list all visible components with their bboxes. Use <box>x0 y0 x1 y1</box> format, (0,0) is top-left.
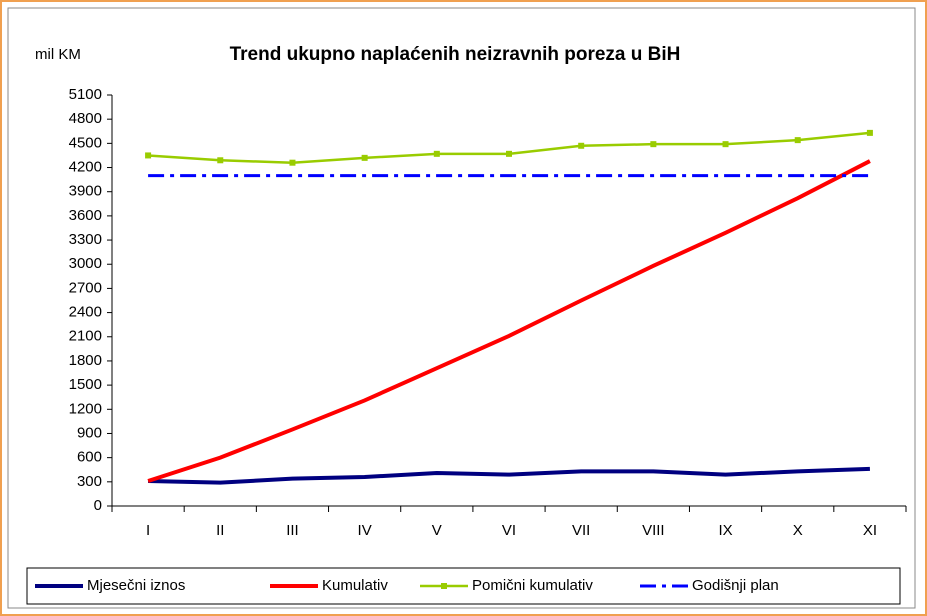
y-tick-label: 0 <box>94 497 102 514</box>
y-tick-label: 300 <box>77 473 102 490</box>
y-tick-label: 1800 <box>69 352 102 369</box>
marker <box>866 129 873 136</box>
x-tick-label: X <box>793 522 803 539</box>
marker <box>361 154 368 161</box>
legend-marker <box>441 583 447 589</box>
y-tick-label: 1200 <box>69 400 102 417</box>
x-tick-label: VIII <box>642 522 665 539</box>
x-tick-label: II <box>216 522 224 539</box>
legend-label: Mjesečni iznos <box>87 577 185 594</box>
y-tick-label: 3300 <box>69 231 102 248</box>
marker <box>289 159 296 166</box>
y-tick-label: 600 <box>77 449 102 466</box>
y-axis-label: mil KM <box>35 46 81 63</box>
x-tick-label: XI <box>863 522 877 539</box>
y-tick-label: 1500 <box>69 376 102 393</box>
y-tick-label: 4200 <box>69 158 102 175</box>
x-tick-label: III <box>286 522 299 539</box>
chart-frame <box>7 7 916 609</box>
y-tick-label: 3600 <box>69 207 102 224</box>
legend-box <box>26 567 901 605</box>
x-tick-label: V <box>432 522 442 539</box>
x-tick-label: IV <box>358 522 372 539</box>
legend-label: Godišnji plan <box>692 577 779 594</box>
y-tick-label: 900 <box>77 424 102 441</box>
marker <box>578 142 585 149</box>
marker <box>794 137 801 144</box>
y-tick-label: 3000 <box>69 255 102 272</box>
legend-label: Pomični kumulativ <box>472 577 593 594</box>
x-tick-label: I <box>146 522 150 539</box>
legend-label: Kumulativ <box>322 577 388 594</box>
y-tick-label: 4800 <box>69 110 102 127</box>
y-tick-label: 2100 <box>69 328 102 345</box>
marker <box>145 152 152 159</box>
x-tick-label: VI <box>502 522 516 539</box>
marker <box>433 150 440 157</box>
x-tick-label: IX <box>718 522 732 539</box>
x-tick-label: VII <box>572 522 590 539</box>
y-tick-label: 2400 <box>69 304 102 321</box>
y-tick-label: 2700 <box>69 279 102 296</box>
marker <box>722 141 729 148</box>
chart-title: Trend ukupno naplaćenih neizravnih porez… <box>230 44 681 65</box>
series-line <box>148 466 870 485</box>
series-line <box>147 159 871 483</box>
y-tick-label: 5100 <box>69 86 102 103</box>
y-tick-label: 3900 <box>69 183 102 200</box>
marker <box>506 150 512 157</box>
marker <box>217 157 224 164</box>
marker <box>650 141 657 148</box>
y-tick-label: 4500 <box>69 134 102 151</box>
